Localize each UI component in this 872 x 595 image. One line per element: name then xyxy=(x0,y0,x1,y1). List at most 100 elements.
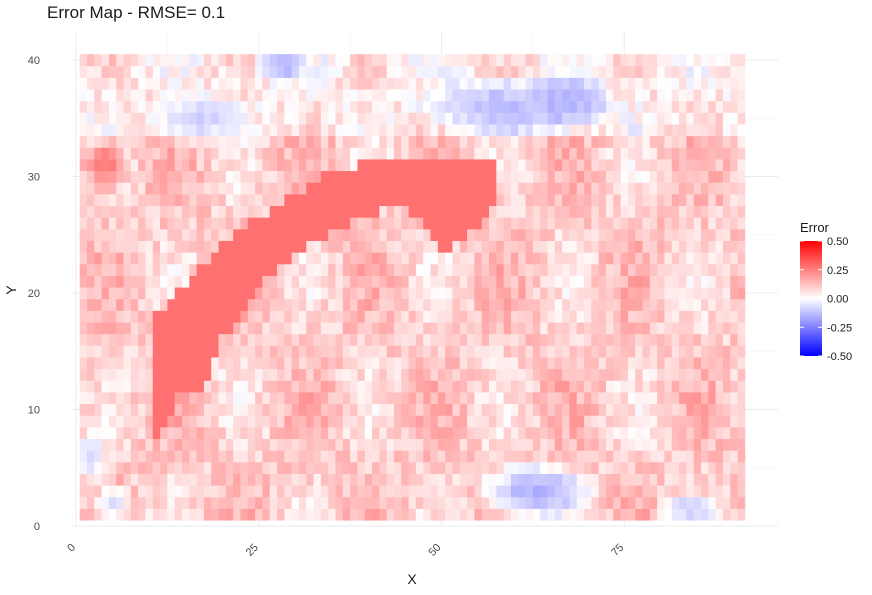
heatmap-tile xyxy=(298,252,307,265)
heatmap-tile xyxy=(291,228,300,241)
heatmap-tile xyxy=(642,252,651,265)
heatmap-tile xyxy=(372,112,380,125)
heatmap-tile xyxy=(284,450,293,463)
heatmap-tile xyxy=(642,65,651,78)
heatmap-tile xyxy=(540,450,548,463)
heatmap-tile xyxy=(335,100,344,113)
heatmap-tile xyxy=(430,159,439,172)
heatmap-tile xyxy=(86,287,95,300)
heatmap-tile xyxy=(357,392,366,405)
heatmap-tile xyxy=(357,54,366,67)
heatmap-tile xyxy=(693,217,702,230)
heatmap-tile xyxy=(525,415,534,428)
heatmap-tile xyxy=(423,252,431,265)
heatmap-tile xyxy=(591,298,600,311)
heatmap-tile xyxy=(496,380,505,393)
heatmap-tile xyxy=(569,357,578,370)
heatmap-tile xyxy=(218,287,227,300)
heatmap-tile xyxy=(525,496,534,509)
heatmap-tile xyxy=(708,380,717,393)
heatmap-tile xyxy=(620,485,629,498)
heatmap-tile xyxy=(174,426,183,440)
heatmap-tile xyxy=(496,147,505,160)
heatmap-tile xyxy=(372,496,380,509)
heatmap-tile xyxy=(569,77,578,90)
heatmap-tile xyxy=(620,426,629,440)
heatmap-tile xyxy=(437,170,446,183)
heatmap-tile xyxy=(225,426,234,440)
heatmap-tile xyxy=(94,193,102,207)
heatmap-tile xyxy=(313,508,322,521)
heatmap-tile xyxy=(386,496,395,509)
heatmap-tile xyxy=(335,217,344,230)
heatmap-tile xyxy=(562,182,570,195)
heatmap-tile xyxy=(291,77,300,90)
heatmap-tile xyxy=(437,182,446,195)
heatmap-tile xyxy=(708,54,717,67)
heatmap-tile xyxy=(79,496,88,509)
heatmap-tile xyxy=(474,403,483,416)
heatmap-tile xyxy=(554,403,563,416)
heatmap-tile xyxy=(635,508,643,521)
heatmap-tile xyxy=(203,380,212,393)
heatmap-tile xyxy=(715,368,724,381)
heatmap-tile xyxy=(701,240,709,253)
heatmap-tile xyxy=(532,322,541,335)
heatmap-tile xyxy=(722,461,731,474)
heatmap-tile xyxy=(510,392,519,405)
heatmap-tile xyxy=(437,287,446,300)
heatmap-tile xyxy=(218,217,227,230)
heatmap-tile xyxy=(152,403,161,416)
heatmap-tile xyxy=(277,170,285,183)
heatmap-tile xyxy=(722,345,731,358)
heatmap-tile xyxy=(233,345,241,358)
heatmap-tile xyxy=(247,252,256,265)
heatmap-tile xyxy=(167,159,176,172)
heatmap-tile xyxy=(518,159,526,172)
heatmap-tile xyxy=(569,135,578,148)
heatmap-tile xyxy=(350,322,358,335)
heatmap-tile xyxy=(108,496,117,509)
heatmap-tile xyxy=(737,182,746,195)
heatmap-tile xyxy=(218,392,227,405)
heatmap-tile xyxy=(554,275,563,288)
heatmap-tile xyxy=(532,124,541,137)
heatmap-tile xyxy=(423,182,431,195)
heatmap-tile xyxy=(130,112,139,125)
heatmap-tile xyxy=(255,403,263,416)
heatmap-tile xyxy=(86,54,95,67)
heatmap-tile xyxy=(722,450,731,463)
heatmap-tile xyxy=(445,77,453,90)
heatmap-tile xyxy=(116,461,124,474)
heatmap-tile xyxy=(613,112,621,125)
heatmap-tile xyxy=(503,193,512,207)
heatmap-tile xyxy=(737,147,746,160)
heatmap-tile xyxy=(328,415,336,428)
heatmap-tile xyxy=(130,170,139,183)
heatmap-tile xyxy=(152,473,161,486)
heatmap-tile xyxy=(649,450,658,463)
heatmap-tile xyxy=(364,392,373,405)
heatmap-tile xyxy=(306,403,314,416)
heatmap-tile xyxy=(576,89,585,102)
heatmap-tile xyxy=(160,65,168,78)
heatmap-tile xyxy=(101,438,110,451)
heatmap-tile xyxy=(489,193,497,207)
heatmap-tile xyxy=(430,135,439,148)
heatmap-tile xyxy=(225,147,234,160)
heatmap-tile xyxy=(532,357,541,370)
heatmap-tile xyxy=(474,147,483,160)
heatmap-tile xyxy=(218,368,227,381)
heatmap-tile xyxy=(489,124,497,137)
heatmap-tile xyxy=(503,54,512,67)
heatmap-tile xyxy=(627,170,636,183)
heatmap-tile xyxy=(452,508,461,521)
heatmap-tile xyxy=(671,392,680,405)
heatmap-tile xyxy=(167,473,176,486)
heatmap-tile xyxy=(547,333,556,346)
heatmap-tile xyxy=(79,65,88,78)
heatmap-tile xyxy=(642,496,651,509)
heatmap-tile xyxy=(657,65,665,78)
heatmap-tile xyxy=(211,357,219,370)
heatmap-tile xyxy=(277,310,285,323)
